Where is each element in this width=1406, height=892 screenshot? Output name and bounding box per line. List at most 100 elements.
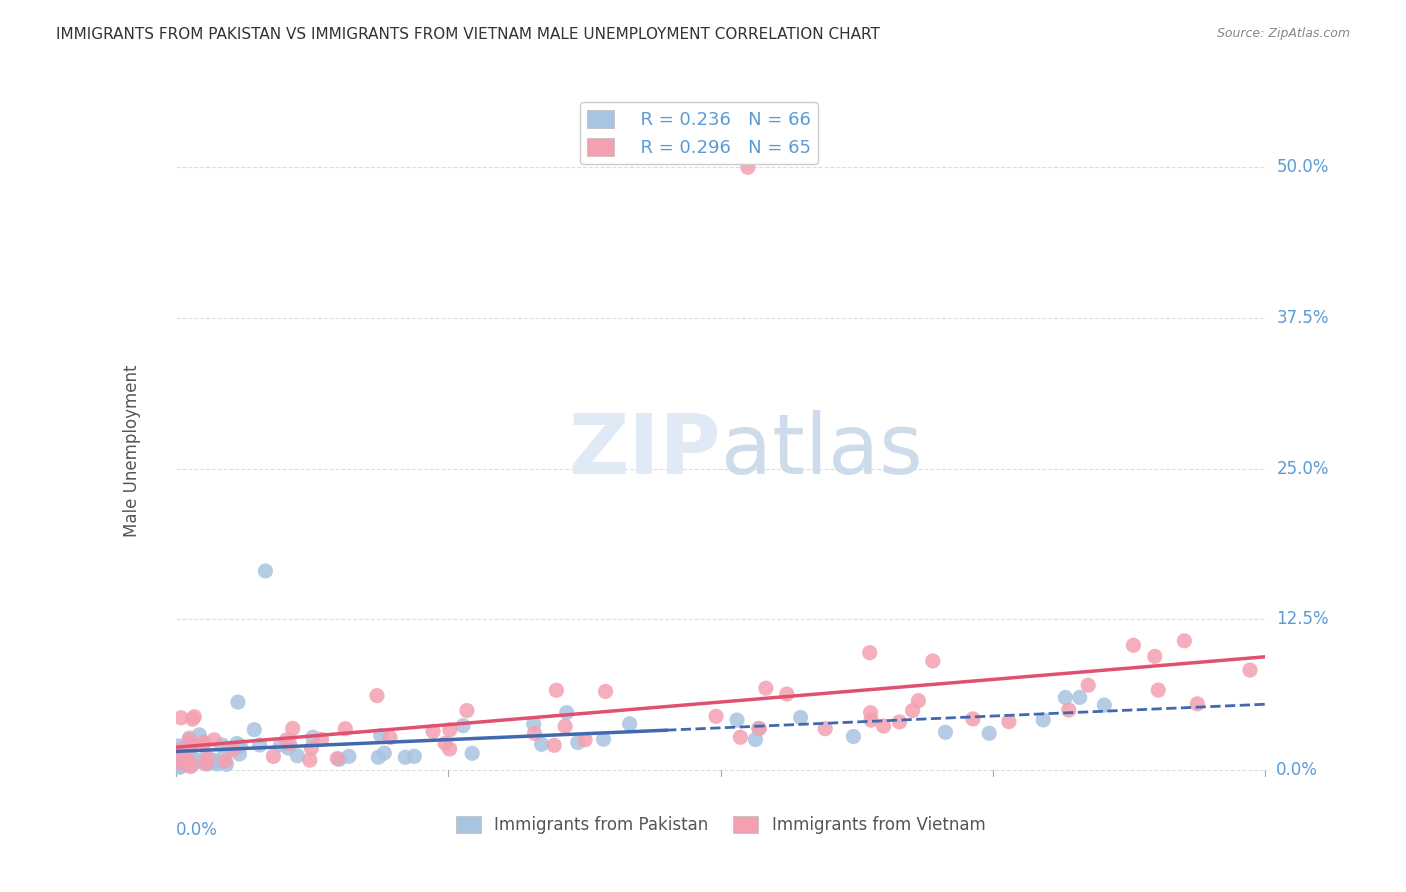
- Immigrants from Pakistan: [197, 756, 219, 771]
- Immigrants from Vietnam: [574, 732, 596, 747]
- Text: 0.0%: 0.0%: [176, 822, 218, 839]
- Immigrants from Pakistan: [225, 737, 247, 751]
- Immigrants from Vietnam: [748, 722, 770, 736]
- Immigrants from Pakistan: [190, 754, 212, 768]
- Immigrants from Pakistan: [748, 722, 770, 736]
- Immigrants from Pakistan: [211, 738, 233, 752]
- Immigrants from Pakistan: [177, 752, 200, 766]
- Immigrants from Pakistan: [214, 747, 236, 761]
- Immigrants from Pakistan: [373, 746, 395, 760]
- Immigrants from Vietnam: [889, 714, 911, 729]
- Immigrants from Pakistan: [176, 756, 198, 771]
- Immigrants from Vietnam: [921, 654, 943, 668]
- Immigrants from Pakistan: [1092, 698, 1115, 712]
- Immigrants from Pakistan: [169, 760, 191, 774]
- Immigrants from Pakistan: [167, 750, 190, 764]
- Immigrants from Vietnam: [179, 756, 201, 770]
- Immigrants from Pakistan: [204, 755, 226, 769]
- Immigrants from Pakistan: [186, 755, 208, 769]
- Immigrants from Pakistan: [195, 749, 218, 764]
- Immigrants from Pakistan: [619, 716, 641, 731]
- Immigrants from Vietnam: [434, 736, 457, 750]
- Immigrants from Vietnam: [366, 689, 388, 703]
- Immigrants from Vietnam: [278, 737, 301, 751]
- Immigrants from Vietnam: [176, 757, 198, 772]
- Immigrants from Pakistan: [243, 723, 266, 737]
- Immigrants from Pakistan: [567, 735, 589, 749]
- Immigrants from Vietnam: [1143, 649, 1166, 664]
- Immigrants from Pakistan: [523, 717, 546, 731]
- Immigrants from Vietnam: [326, 751, 349, 765]
- Immigrants from Vietnam: [179, 759, 201, 773]
- Text: Male Unemployment: Male Unemployment: [124, 364, 141, 537]
- Immigrants from Pakistan: [301, 730, 323, 744]
- Immigrants from Pakistan: [179, 731, 201, 745]
- Immigrants from Vietnam: [860, 713, 883, 727]
- Immigrants from Pakistan: [461, 747, 484, 761]
- Immigrants from Pakistan: [179, 746, 201, 760]
- Immigrants from Pakistan: [188, 728, 211, 742]
- Immigrants from Pakistan: [190, 754, 212, 768]
- Immigrants from Vietnam: [176, 751, 198, 765]
- Immigrants from Pakistan: [530, 737, 553, 751]
- Immigrants from Vietnam: [704, 709, 727, 723]
- Immigrants from Vietnam: [1187, 697, 1209, 711]
- Immigrants from Pakistan: [228, 739, 250, 754]
- Immigrants from Pakistan: [229, 739, 252, 753]
- Immigrants from Vietnam: [194, 756, 217, 771]
- Immigrants from Vietnam: [1057, 703, 1080, 717]
- Immigrants from Vietnam: [180, 737, 202, 751]
- Immigrants from Pakistan: [394, 750, 416, 764]
- Text: Source: ZipAtlas.com: Source: ZipAtlas.com: [1216, 27, 1350, 40]
- Immigrants from Vietnam: [202, 732, 225, 747]
- Immigrants from Pakistan: [167, 739, 190, 753]
- Immigrants from Pakistan: [173, 752, 195, 766]
- Immigrants from Pakistan: [979, 726, 1001, 740]
- Immigrants from Vietnam: [595, 684, 617, 698]
- Immigrants from Vietnam: [456, 704, 478, 718]
- Immigrants from Vietnam: [776, 687, 799, 701]
- Immigrants from Pakistan: [789, 710, 811, 724]
- Immigrants from Pakistan: [226, 695, 249, 709]
- Immigrants from Pakistan: [934, 725, 956, 739]
- Immigrants from Pakistan: [205, 756, 228, 771]
- Immigrants from Pakistan: [725, 713, 748, 727]
- Immigrants from Pakistan: [277, 741, 299, 756]
- Immigrants from Pakistan: [842, 730, 865, 744]
- Immigrants from Pakistan: [188, 754, 211, 768]
- Immigrants from Pakistan: [337, 749, 360, 764]
- Immigrants from Vietnam: [962, 712, 984, 726]
- Immigrants from Vietnam: [439, 742, 461, 756]
- Immigrants from Vietnam: [193, 735, 215, 749]
- Immigrants from Pakistan: [404, 749, 426, 764]
- Immigrants from Vietnam: [222, 742, 245, 756]
- Immigrants from Pakistan: [1032, 713, 1054, 727]
- Immigrants from Pakistan: [169, 760, 191, 774]
- Text: 12.5%: 12.5%: [1277, 610, 1329, 628]
- Immigrants from Vietnam: [546, 683, 568, 698]
- Immigrants from Vietnam: [901, 704, 924, 718]
- Immigrants from Vietnam: [170, 711, 193, 725]
- Immigrants from Pakistan: [592, 732, 614, 747]
- Immigrants from Pakistan: [328, 752, 350, 766]
- Immigrants from Pakistan: [215, 757, 238, 772]
- Immigrants from Vietnam: [859, 646, 882, 660]
- Immigrants from Pakistan: [269, 738, 291, 752]
- Immigrants from Vietnam: [814, 722, 837, 736]
- Text: 37.5%: 37.5%: [1277, 309, 1329, 326]
- Immigrants from Pakistan: [1054, 690, 1077, 705]
- Immigrants from Vietnam: [214, 754, 236, 768]
- Immigrants from Pakistan: [167, 756, 190, 771]
- Immigrants from Vietnam: [1077, 678, 1099, 692]
- Immigrants from Vietnam: [1239, 663, 1261, 677]
- Text: 50.0%: 50.0%: [1277, 158, 1329, 177]
- Immigrants from Vietnam: [167, 755, 190, 769]
- Immigrants from Pakistan: [202, 753, 225, 767]
- Immigrants from Pakistan: [287, 748, 309, 763]
- Immigrants from Vietnam: [907, 694, 929, 708]
- Immigrants from Pakistan: [249, 738, 271, 752]
- Immigrants from Vietnam: [1173, 633, 1195, 648]
- Immigrants from Vietnam: [193, 736, 215, 750]
- Text: IMMIGRANTS FROM PAKISTAN VS IMMIGRANTS FROM VIETNAM MALE UNEMPLOYMENT CORRELATIO: IMMIGRANTS FROM PAKISTAN VS IMMIGRANTS F…: [56, 27, 880, 42]
- Immigrants from Vietnam: [378, 731, 401, 745]
